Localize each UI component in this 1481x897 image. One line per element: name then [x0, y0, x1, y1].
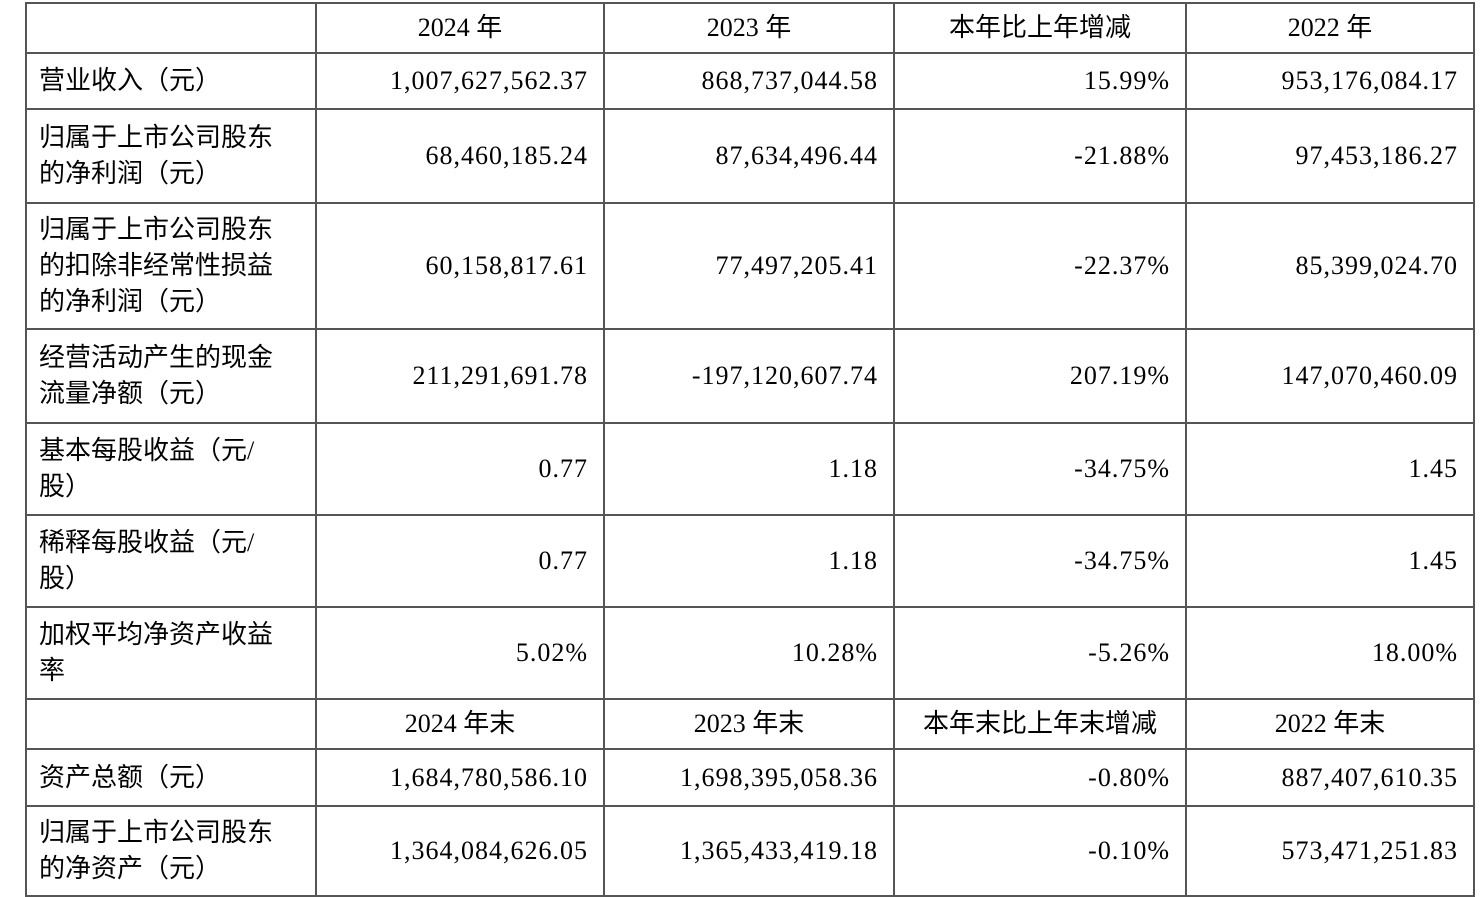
value-cell-2023: 1,365,433,419.18 [603, 805, 895, 897]
row-label-cell: 稀释每股收益（元/ 股） [25, 514, 317, 608]
value-cell-change: -0.80% [893, 748, 1187, 807]
value-cell-2023: -197,120,607.74 [603, 328, 895, 424]
value-cell-2023: 1.18 [603, 514, 895, 608]
table-row-weighted-avg-roe: 加权平均净资产收益 率 5.02% 10.28% -5.26% 18.00% [25, 606, 1475, 700]
row-label-cell: 归属于上市公司股东 的扣除非经常性损益 的净利润（元） [25, 202, 317, 330]
value-cell-2024: 1,364,084,626.05 [315, 805, 605, 897]
value-cell-change: -0.10% [893, 805, 1187, 897]
value-cell-change: -34.75% [893, 514, 1187, 608]
value-cell-2023: 868,737,044.58 [603, 52, 895, 110]
value-cell-2022: 147,070,460.09 [1185, 328, 1475, 424]
corner-cell [25, 2, 317, 54]
value-cell-2022: 887,407,610.35 [1185, 748, 1475, 807]
table-row-net-profit: 归属于上市公司股东 的净利润（元） 68,460,185.24 87,634,4… [25, 108, 1475, 204]
column-header-yoy-change: 本年比上年增减 [893, 2, 1187, 54]
value-cell-2022: 953,176,084.17 [1185, 52, 1475, 110]
row-label-cell: 经营活动产生的现金 流量净额（元） [25, 328, 317, 424]
value-cell-2023: 77,497,205.41 [603, 202, 895, 330]
row-label-cell: 归属于上市公司股东 的净利润（元） [25, 108, 317, 204]
value-cell-change: -34.75% [893, 422, 1187, 516]
annual-report-key-financials-table: 2024 年 2023 年 本年比上年增减 2022 年 营业收入（元） 1,0… [25, 2, 1475, 897]
value-cell-2023: 1,698,395,058.36 [603, 748, 895, 807]
column-header-2024-year-end: 2024 年末 [315, 698, 605, 750]
value-cell-2024: 0.77 [315, 422, 605, 516]
value-cell-2023: 10.28% [603, 606, 895, 700]
table-row-revenue: 营业收入（元） 1,007,627,562.37 868,737,044.58 … [25, 52, 1475, 110]
column-header-2022: 2022 年 [1185, 2, 1475, 54]
value-cell-2022: 85,399,024.70 [1185, 202, 1475, 330]
financial-summary: 2024 年 2023 年 本年比上年增减 2022 年 营业收入（元） 1,0… [25, 2, 1475, 897]
value-cell-2022: 573,471,251.83 [1185, 805, 1475, 897]
column-header-2023-year-end: 2023 年末 [603, 698, 895, 750]
column-header-2024: 2024 年 [315, 2, 605, 54]
value-cell-2023: 87,634,496.44 [603, 108, 895, 204]
column-header-2022-year-end: 2022 年末 [1185, 698, 1475, 750]
value-cell-change: -21.88% [893, 108, 1187, 204]
table-header-row-annual: 2024 年 2023 年 本年比上年增减 2022 年 [25, 2, 1475, 54]
table-row-net-profit-excl-nonrecurring: 归属于上市公司股东 的扣除非经常性损益 的净利润（元） 60,158,817.6… [25, 202, 1475, 330]
table-row-total-assets: 资产总额（元） 1,684,780,586.10 1,698,395,058.3… [25, 748, 1475, 807]
row-label-cell: 营业收入（元） [25, 52, 317, 110]
table-row-operating-cash-flow: 经营活动产生的现金 流量净额（元） 211,291,691.78 -197,12… [25, 328, 1475, 424]
row-label-cell: 加权平均净资产收益 率 [25, 606, 317, 700]
row-label-cell: 归属于上市公司股东 的净资产（元） [25, 805, 317, 897]
row-label-cell: 基本每股收益（元/ 股） [25, 422, 317, 516]
value-cell-2024: 60,158,817.61 [315, 202, 605, 330]
column-header-year-end-change: 本年末比上年末增减 [893, 698, 1187, 750]
table-row-net-assets: 归属于上市公司股东 的净资产（元） 1,364,084,626.05 1,365… [25, 805, 1475, 897]
value-cell-2022: 18.00% [1185, 606, 1475, 700]
value-cell-2024: 68,460,185.24 [315, 108, 605, 204]
column-header-2023: 2023 年 [603, 2, 895, 54]
value-cell-change: 15.99% [893, 52, 1187, 110]
value-cell-change: -22.37% [893, 202, 1187, 330]
row-label-cell: 资产总额（元） [25, 748, 317, 807]
value-cell-2024: 0.77 [315, 514, 605, 608]
value-cell-2024: 5.02% [315, 606, 605, 700]
value-cell-2022: 1.45 [1185, 514, 1475, 608]
table-header-row-year-end: 2024 年末 2023 年末 本年末比上年末增减 2022 年末 [25, 698, 1475, 750]
table-row-diluted-eps: 稀释每股收益（元/ 股） 0.77 1.18 -34.75% 1.45 [25, 514, 1475, 608]
value-cell-2024: 1,684,780,586.10 [315, 748, 605, 807]
value-cell-change: 207.19% [893, 328, 1187, 424]
value-cell-2023: 1.18 [603, 422, 895, 516]
corner-cell [25, 698, 317, 750]
table-row-basic-eps: 基本每股收益（元/ 股） 0.77 1.18 -34.75% 1.45 [25, 422, 1475, 516]
value-cell-2024: 211,291,691.78 [315, 328, 605, 424]
value-cell-2022: 97,453,186.27 [1185, 108, 1475, 204]
value-cell-2024: 1,007,627,562.37 [315, 52, 605, 110]
value-cell-2022: 1.45 [1185, 422, 1475, 516]
value-cell-change: -5.26% [893, 606, 1187, 700]
